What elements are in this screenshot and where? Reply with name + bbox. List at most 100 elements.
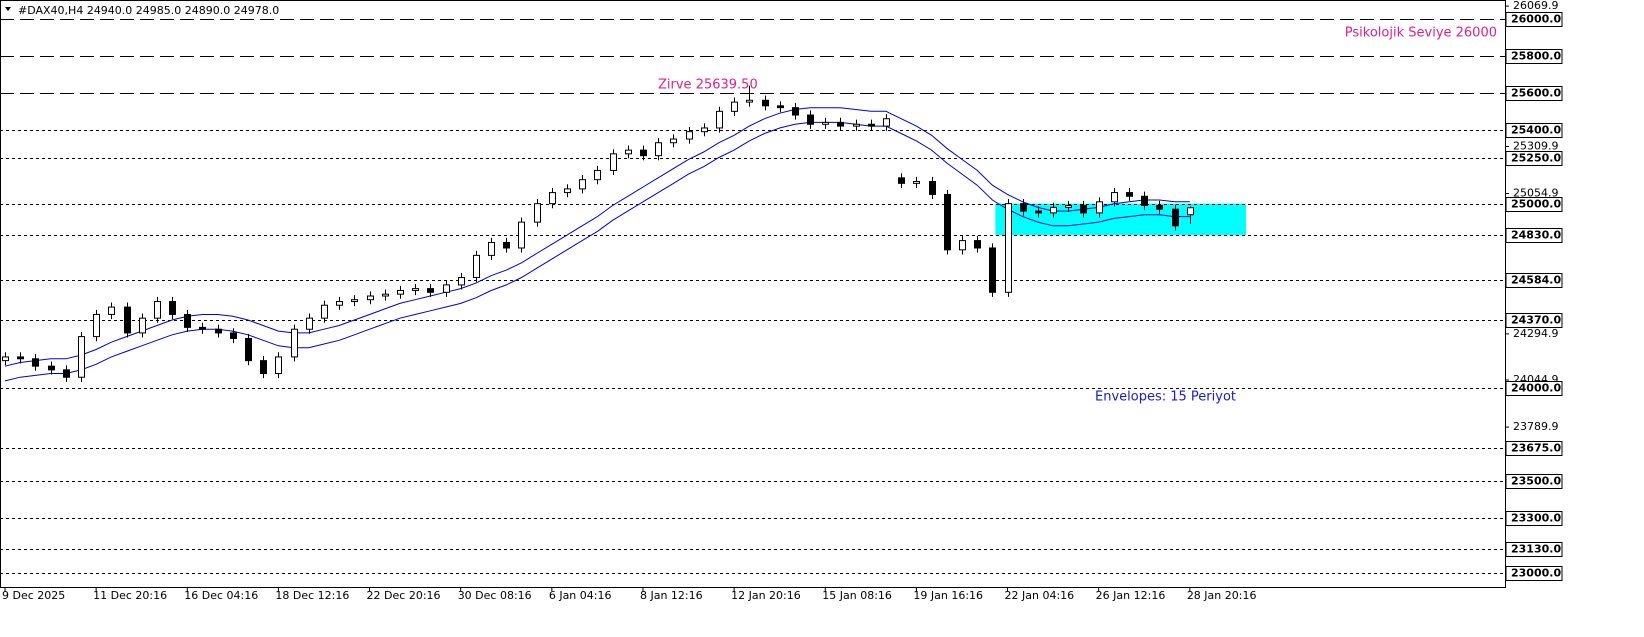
candle-body (716, 110, 723, 129)
menu-arrow (5, 7, 11, 11)
candle-body (518, 221, 525, 249)
candle-body (260, 360, 267, 375)
candle-body (17, 356, 24, 360)
y-tick-label: 23789.9 (1513, 420, 1559, 433)
candle-body (898, 177, 905, 184)
x-tick-label: 9 Dec 2025 (2, 589, 65, 602)
header: #DAX40,H4 24940.0 24985.0 24890.0 24978.… (18, 4, 279, 17)
candle-body (215, 328, 222, 334)
x-tick-label: 22 Jan 04:16 (1005, 589, 1075, 602)
level-label: 23130.0 (1511, 543, 1561, 556)
candle-body (306, 317, 313, 330)
level-label-box (1505, 542, 1563, 557)
candle-body (169, 301, 176, 315)
level-label-box (1505, 123, 1563, 138)
candle-body (1111, 192, 1118, 203)
level-label: 24830.0 (1511, 229, 1561, 242)
candle-body (199, 326, 206, 330)
x-tick-label: 15 Jan 08:16 (822, 589, 892, 602)
candle-body (154, 301, 161, 319)
y-tick-label: 26069.9 (1513, 0, 1559, 12)
candle-body (853, 123, 860, 127)
candle-body (746, 99, 753, 103)
level-label: 25400.0 (1511, 124, 1561, 137)
level-label: 25600.0 (1511, 87, 1561, 100)
candle-body (245, 337, 252, 362)
y-tick-label: 25309.9 (1513, 139, 1559, 152)
level-label: 24000.0 (1511, 382, 1561, 395)
candle-body (488, 241, 495, 256)
candle-body (944, 193, 951, 251)
y-tick-label: 24294.9 (1513, 327, 1559, 340)
candle-body (610, 153, 617, 171)
zone (995, 203, 1247, 236)
candle-body (1065, 205, 1072, 208)
candle-body (1187, 207, 1194, 216)
candle-body (48, 365, 55, 371)
candle-body (321, 304, 328, 319)
candle-body (32, 358, 39, 367)
candle-body (184, 313, 191, 328)
candle-body (929, 181, 936, 195)
candle-body (974, 240, 981, 249)
level-label: 25250.0 (1511, 152, 1561, 165)
candle-body (1005, 203, 1012, 293)
candle-body (473, 254, 480, 279)
candle-body (883, 118, 890, 127)
x-tick-label: 6 Jan 04:16 (549, 589, 612, 602)
candle-body (2, 356, 9, 362)
x-tick-label: 19 Jan 16:16 (913, 589, 983, 602)
x-tick-label: 8 Jan 12:16 (640, 589, 703, 602)
candle-body (503, 241, 510, 249)
level-label-box (1505, 313, 1563, 328)
x-tick-label: 28 Jan 20:16 (1187, 589, 1257, 602)
level-label: 23300.0 (1511, 512, 1561, 525)
x-tick-label: 26 Jan 12:16 (1096, 589, 1166, 602)
level-label-box (1505, 228, 1563, 243)
candle-body (397, 289, 404, 295)
candle-body (458, 277, 465, 286)
candle-body (63, 369, 70, 378)
candle-body (731, 101, 738, 112)
candle-body (1126, 192, 1133, 197)
candle-body (625, 149, 632, 155)
candle-body (427, 288, 434, 293)
candle-body (108, 306, 115, 315)
candle-body (670, 138, 677, 144)
candle-body (124, 306, 131, 334)
envelope-line (4, 107, 1190, 367)
level-label: 23000.0 (1511, 567, 1561, 580)
candle-body (412, 288, 419, 291)
level-label: 26000.0 (1511, 13, 1561, 26)
level-label-box (1505, 381, 1563, 396)
candle-body (291, 328, 298, 358)
candle-body (1035, 210, 1042, 214)
candle-body (549, 192, 556, 205)
candle-body (1156, 205, 1163, 210)
level-label-box (1505, 12, 1563, 27)
level-label: 24370.0 (1511, 314, 1561, 327)
level-label-box (1505, 566, 1563, 581)
candle-body (1096, 201, 1103, 214)
candle-body (837, 121, 844, 127)
candle-body (351, 299, 358, 303)
candle-body (1172, 208, 1179, 227)
level-label: 23675.0 (1511, 442, 1561, 455)
x-tick-label: 11 Dec 20:16 (93, 589, 167, 602)
candle-body (792, 107, 799, 116)
annotation: Psikolojik Seviye 26000 (1345, 26, 1497, 41)
level-label-box (1505, 511, 1563, 526)
candle-body (868, 123, 875, 127)
candle-body (139, 317, 146, 334)
x-tick-label: 18 Dec 12:16 (275, 589, 349, 602)
x-tick-label: 12 Jan 20:16 (731, 589, 801, 602)
candle-body (1141, 195, 1148, 207)
candle-body (230, 332, 237, 339)
candle-body (564, 188, 571, 194)
x-tick-label: 30 Dec 08:16 (458, 589, 532, 602)
candle-body (686, 131, 693, 140)
plot-frame (0, 0, 1506, 588)
candle-body (701, 127, 708, 133)
y-tick-label: 25054.9 (1513, 187, 1559, 200)
